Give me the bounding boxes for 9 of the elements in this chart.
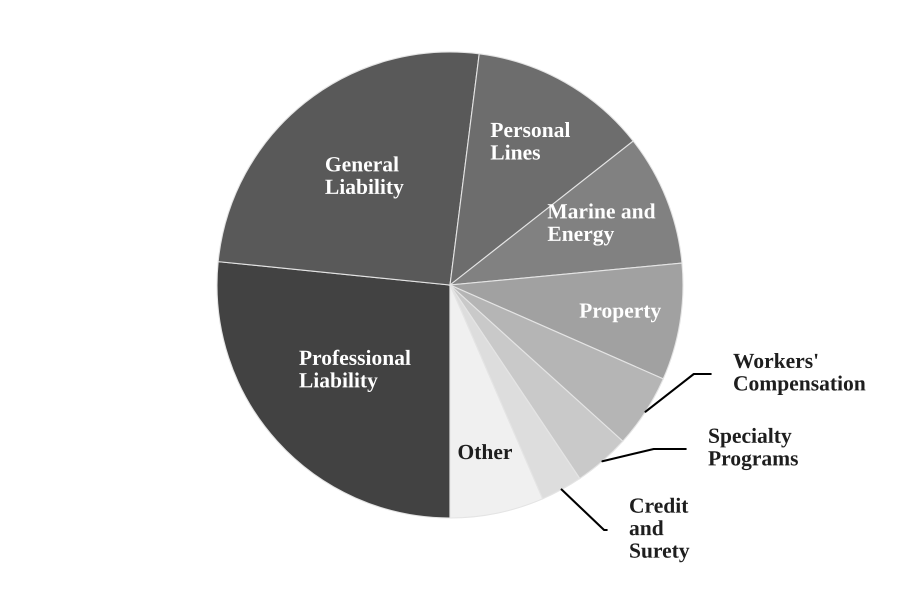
slice-label: General Liability (325, 156, 404, 198)
slice-label: Personal Lines (490, 122, 570, 160)
slice-label: Marine and Energy (548, 203, 656, 246)
slice-label: Other (458, 444, 512, 460)
slice-label: Workers' Compensation (733, 352, 866, 396)
slice-label: Property (580, 304, 662, 322)
slice-label: Professional Liability (299, 350, 411, 392)
slice-label: Credit and Surety (630, 498, 690, 562)
slice-label: Specialty Programs (708, 428, 798, 470)
